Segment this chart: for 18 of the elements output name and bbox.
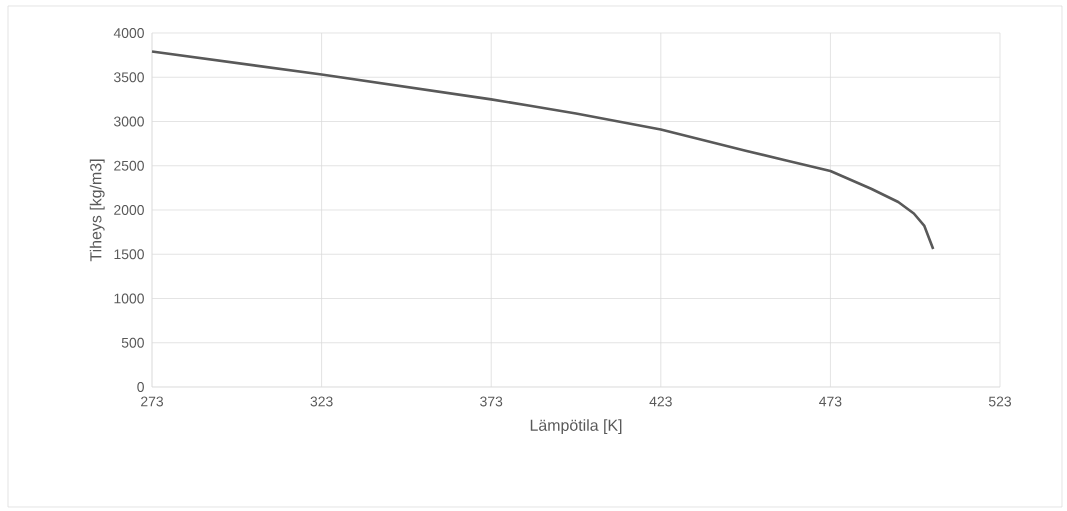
y-tick-label: 0	[137, 382, 144, 392]
x-tick-label: 473	[819, 396, 842, 407]
y-tick-label: 3000	[113, 116, 144, 127]
y-tick-label: 1500	[114, 249, 144, 260]
line-series	[150, 50, 935, 251]
x-axis-title: Lämpötila [K]	[530, 419, 622, 435]
x-tick-label: 273	[141, 396, 164, 407]
y-tick-label: 500	[121, 337, 144, 348]
x-tick-label: 523	[988, 396, 1012, 407]
x-tick-label: 423	[649, 396, 672, 407]
x-tick-label: 323	[310, 396, 333, 407]
y-tick-label: 2000	[114, 205, 144, 215]
y-tick-label: 2500	[114, 160, 144, 171]
y-axis-title: Tiheys [kg/m3]	[89, 159, 105, 262]
y-tick-label: 4000	[113, 28, 144, 38]
x-tick-label: 373	[480, 396, 503, 407]
y-tick-label: 3500	[113, 72, 144, 83]
y-tick-label: 1000	[114, 293, 144, 304]
